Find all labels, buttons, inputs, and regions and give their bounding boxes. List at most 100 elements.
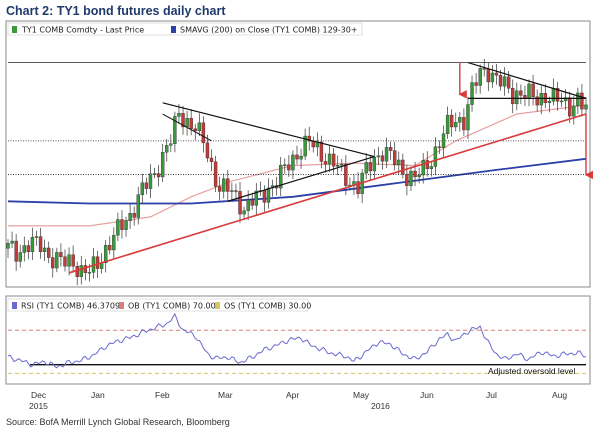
candle-body — [319, 141, 324, 162]
candle-body — [209, 157, 214, 162]
candle-body — [34, 236, 39, 238]
candle-body — [482, 68, 486, 70]
candle-body — [519, 90, 523, 96]
candle-body — [401, 159, 405, 175]
flag-line — [162, 113, 212, 142]
candle-body — [42, 247, 47, 253]
candle-body — [189, 118, 193, 129]
legend-price-label: TY1 COMB Comdty - Last Price — [21, 26, 144, 35]
rising-trendline — [68, 113, 587, 274]
candle-body — [116, 219, 120, 236]
candle-body — [279, 165, 283, 189]
sma200-line — [7, 157, 587, 205]
legend-sma-label: SMAVG (200) on Close (TY1 COMB) 129-30+ — [180, 26, 358, 35]
candle-body — [490, 72, 495, 83]
candle-body — [177, 113, 181, 117]
candle-body — [160, 152, 165, 178]
candle-body — [498, 74, 503, 87]
candle-body — [511, 88, 515, 105]
candle-body — [136, 194, 140, 218]
candle-body — [405, 173, 409, 186]
candle-body — [193, 128, 197, 131]
x-tick-may: May — [353, 390, 370, 400]
candle-body — [376, 155, 381, 158]
candle-body — [311, 140, 315, 148]
candle-body — [87, 272, 92, 274]
candle-body — [18, 252, 22, 262]
horizontal-lines-layer — [8, 62, 586, 175]
candle-body — [384, 147, 389, 162]
candle-body — [181, 113, 185, 128]
candle-body — [584, 104, 588, 110]
candle-body — [555, 88, 560, 102]
candle-body — [449, 114, 454, 128]
candle-body — [22, 245, 26, 253]
candle-body — [132, 213, 136, 218]
candle-body — [30, 237, 35, 252]
candle-body — [238, 191, 242, 215]
candle-body — [103, 245, 108, 264]
ob-swatch-icon — [119, 302, 124, 309]
candle-body — [67, 254, 71, 267]
candle-body — [417, 174, 421, 178]
candle-body — [409, 170, 413, 186]
candle-body — [458, 117, 462, 123]
candle-body — [506, 76, 511, 89]
candle-body — [156, 173, 161, 178]
candle-body — [55, 252, 59, 269]
candle-body — [531, 83, 535, 98]
candle-body — [323, 161, 328, 165]
candle-body — [478, 68, 482, 86]
candle-body — [254, 190, 258, 206]
candle-body — [494, 72, 499, 76]
candle-body — [112, 234, 116, 251]
candle-body — [250, 199, 254, 206]
candle-body — [576, 92, 580, 107]
legend-os-label: OS (TY1 COMB) 30.00 — [224, 302, 311, 311]
candle-body — [466, 104, 470, 131]
candle-body — [580, 92, 584, 110]
candle-body — [173, 116, 177, 144]
candle-body — [336, 164, 340, 167]
x-axis: Dec 2015 Jan Feb Mar Apr May 2016 Jun Ju… — [29, 390, 567, 411]
candle-body — [368, 162, 372, 172]
candle-body — [535, 96, 539, 106]
candle-body — [563, 97, 568, 102]
candle-body — [454, 121, 458, 128]
x-tick-dec-year: 2015 — [29, 401, 48, 411]
candle-body — [551, 88, 556, 102]
candle-body — [140, 182, 145, 195]
candle-body — [327, 153, 332, 165]
os-swatch-icon — [215, 302, 220, 309]
candle-body — [462, 117, 466, 131]
candle-body — [222, 178, 226, 192]
candle-body — [425, 160, 429, 169]
x-tick-mar: Mar — [218, 390, 233, 400]
candle-body — [169, 143, 173, 146]
candle-body — [266, 187, 271, 203]
candle-body — [71, 254, 75, 267]
candle-body — [51, 257, 55, 269]
price-legend: TY1 COMB Comdty - Last Price SMAVG (200)… — [7, 22, 363, 36]
candle-body — [120, 219, 124, 230]
candle-body — [295, 154, 299, 160]
candle-body — [148, 173, 153, 189]
legend-ob-label: OB (TY1 COMB) 70.00 — [128, 302, 216, 311]
x-tick-jan: Jan — [91, 390, 105, 400]
x-tick-aug: Aug — [552, 390, 567, 400]
candle-body — [217, 186, 222, 192]
candle-body — [79, 265, 83, 277]
candle-body — [95, 256, 100, 269]
rsi-line — [7, 312, 587, 369]
candle-body — [152, 173, 157, 175]
triangle-upper-line — [467, 62, 587, 99]
candle-body — [234, 190, 238, 192]
candle-body — [568, 97, 572, 117]
rsi-layer — [7, 312, 587, 374]
candle-body — [433, 146, 438, 167]
candle-body — [299, 155, 303, 160]
oversold-label: Adjusted oversold level — [488, 366, 576, 376]
candle-body — [392, 150, 397, 166]
candle-body — [372, 156, 377, 172]
candle-body — [185, 118, 189, 128]
